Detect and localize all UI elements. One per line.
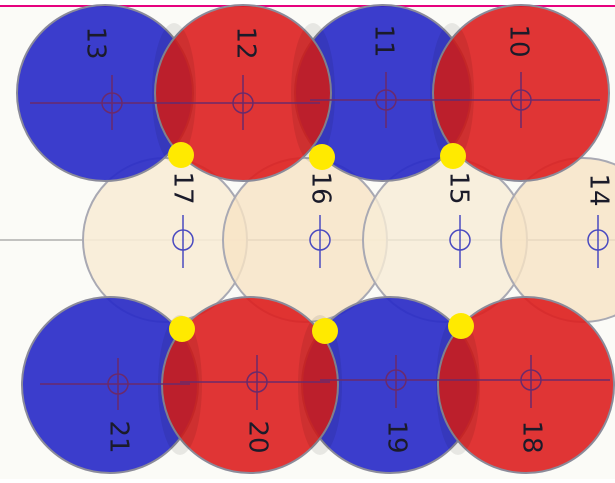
label-14: 14: [584, 173, 614, 206]
marker-dot: [169, 316, 195, 342]
circle-18: [437, 296, 615, 474]
label-20: 20: [243, 420, 273, 453]
middle-row: [82, 157, 615, 323]
label-12: 12: [231, 26, 261, 59]
yellow-markers: [168, 142, 474, 344]
marker-dot: [309, 144, 335, 170]
overlap-11-10: [430, 23, 474, 163]
bottom-row: [21, 296, 615, 474]
label-19: 19: [382, 420, 412, 453]
overlap-13-12: [152, 23, 196, 163]
label-13: 13: [81, 26, 111, 59]
label-16: 16: [306, 171, 336, 204]
overlap-shading: [152, 23, 480, 455]
middle-labels: 17 16 15 14: [168, 171, 614, 206]
marker-dot: [168, 142, 194, 168]
overlap-20-19: [298, 315, 342, 455]
marker-dot: [440, 143, 466, 169]
middle-crosshairs: [172, 215, 609, 268]
marker-dot: [448, 313, 474, 339]
marker-dot: [312, 318, 338, 344]
label-10: 10: [504, 24, 534, 57]
circle-20: [161, 296, 339, 474]
bottom-crosshairs: [40, 355, 610, 410]
overlap-19-18: [436, 315, 480, 455]
label-11: 11: [369, 24, 399, 57]
label-21: 21: [104, 420, 134, 453]
label-18: 18: [517, 420, 547, 453]
overlap-12-11: [291, 23, 335, 163]
label-15: 15: [444, 171, 474, 204]
overlap-21-20: [158, 315, 202, 455]
top-crosshairs: [30, 72, 600, 130]
label-17: 17: [168, 171, 198, 204]
bottom-labels: 21 20 19 18: [104, 420, 547, 453]
top-labels: 13 12 11 10: [81, 24, 534, 59]
